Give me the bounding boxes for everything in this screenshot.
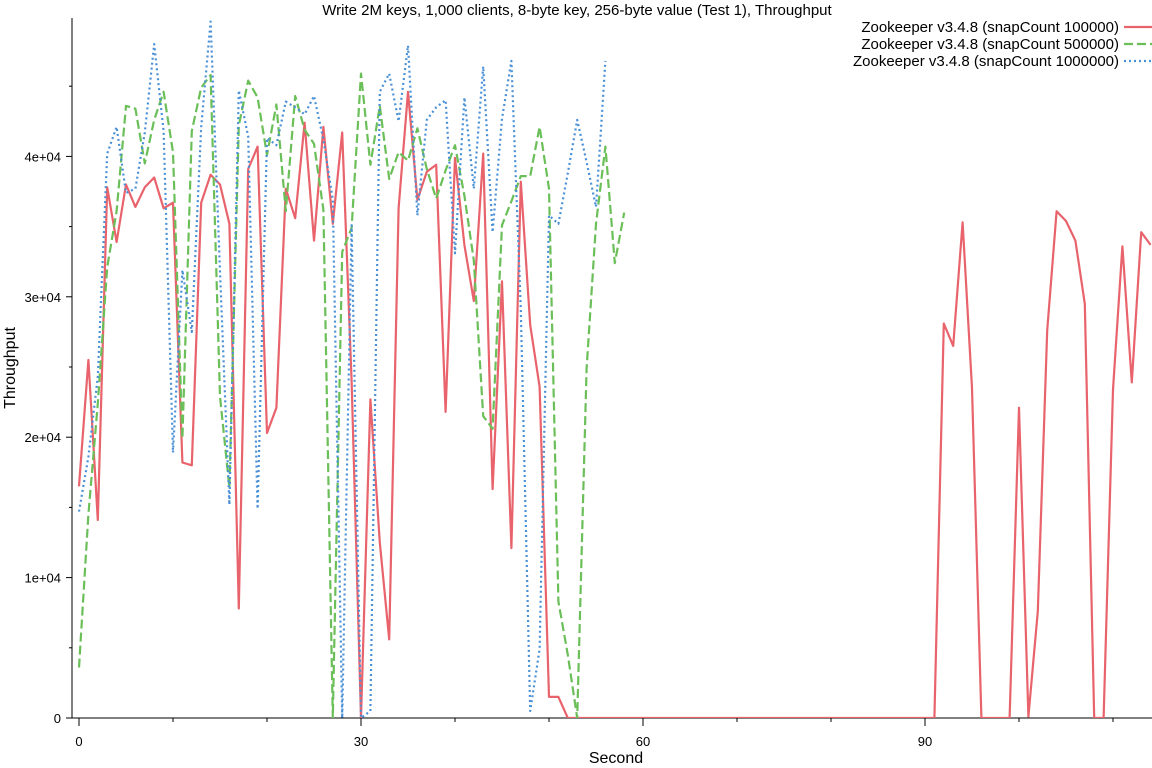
legend-label-2: Zookeeper v3.4.8 (snapCount 500000) xyxy=(861,36,1119,53)
y-tick-label: 2e+04 xyxy=(24,430,61,445)
y-axis-title: Throughput xyxy=(2,327,19,409)
axes: 0 30 60 90 0 1e+04 2e+04 3e+04 4e+04 xyxy=(24,18,1152,749)
y-tick-label: 0 xyxy=(54,711,61,726)
legend: Zookeeper v3.4.8 (snapCount 100000)Zooke… xyxy=(853,19,1152,70)
series-line-1 xyxy=(77,90,1152,718)
series-line-3 xyxy=(77,20,607,718)
y-tick-label: 3e+04 xyxy=(24,290,61,305)
series-line-2 xyxy=(77,72,626,718)
legend-label-1: Zookeeper v3.4.8 (snapCount 100000) xyxy=(861,19,1119,36)
y-tick-label: 1e+04 xyxy=(24,571,61,586)
chart-title: Write 2M keys, 1,000 clients, 8-byte key… xyxy=(322,2,832,19)
legend-label-3: Zookeeper v3.4.8 (snapCount 1000000) xyxy=(853,53,1119,70)
series-layer xyxy=(77,20,1152,718)
x-tick-label: 0 xyxy=(75,734,82,749)
x-tick-label: 30 xyxy=(354,734,368,749)
x-axis-title: Second xyxy=(589,750,643,767)
y-tick-label: 4e+04 xyxy=(24,149,61,164)
x-tick-label: 60 xyxy=(636,734,650,749)
x-tick-label: 90 xyxy=(918,734,932,749)
